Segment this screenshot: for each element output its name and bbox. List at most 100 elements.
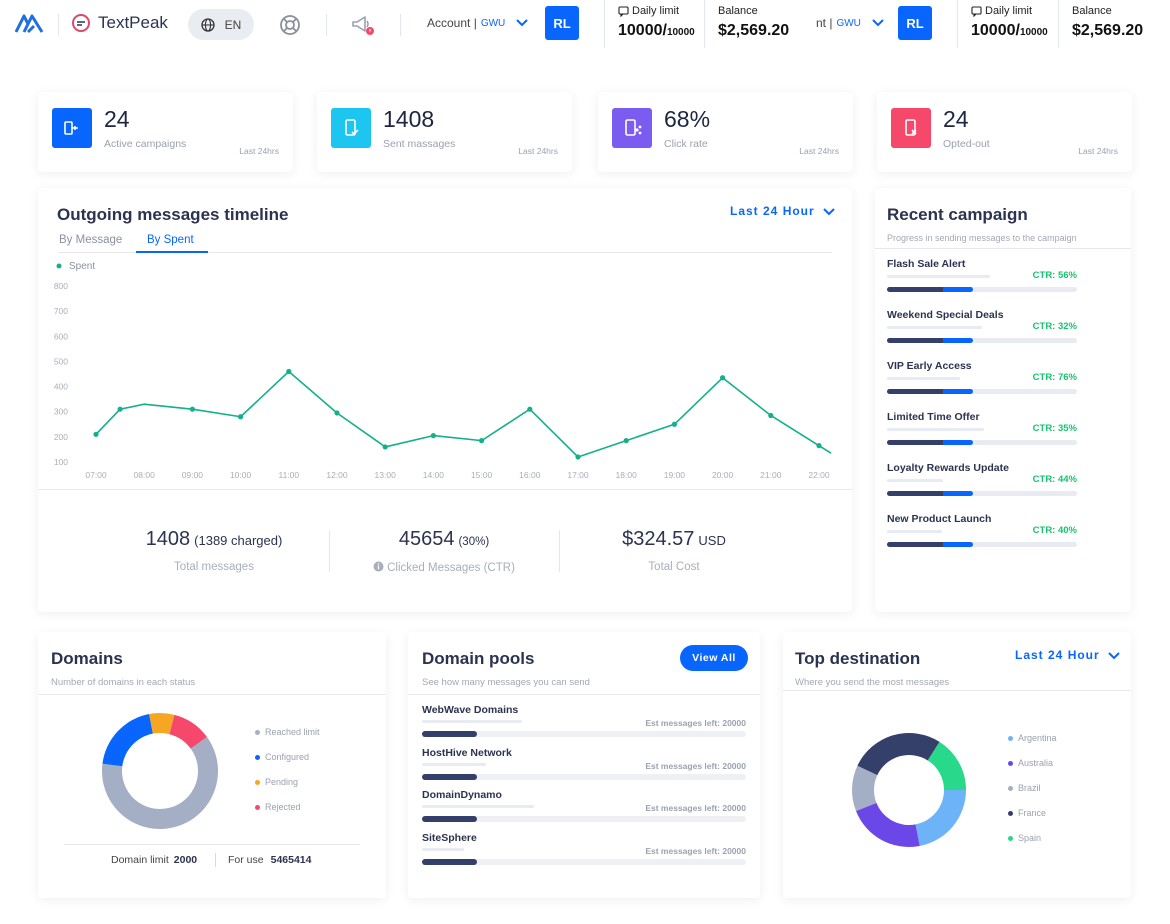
- tab-by-spent[interactable]: By Spent: [147, 234, 194, 246]
- data-point: [382, 444, 388, 450]
- domain-limit-value: 2000: [173, 854, 198, 866]
- campaign-row[interactable]: Flash Sale Alert CTR: 56%: [875, 258, 1131, 304]
- logo-icon[interactable]: [14, 12, 44, 34]
- legend-dot: [1008, 810, 1013, 816]
- stat-card[interactable]: 24 Opted-out Last 24hrs: [877, 92, 1132, 172]
- total-label: Total Cost: [564, 561, 784, 573]
- timeline-range-dropdown[interactable]: Last 24 Hour: [730, 204, 835, 218]
- total-value: $324.57 USD: [564, 528, 784, 551]
- domain-pools-card: Domain pools View All See how many messa…: [408, 632, 760, 898]
- data-point: [93, 431, 99, 437]
- recent-campaign-card: Recent campaign Progress in sending mess…: [875, 188, 1131, 612]
- pool-row[interactable]: DomainDynamo Est messages left: 20000: [408, 789, 760, 829]
- language-selector[interactable]: EN: [188, 9, 254, 40]
- stat-value: 24: [104, 106, 130, 132]
- account-label: Account |: [427, 16, 477, 30]
- legend-dot: [255, 729, 260, 735]
- daily-limit: Daily limit 10000/10000: [618, 5, 695, 40]
- balance-label: Balance: [718, 5, 758, 17]
- x-tick-label: 22:00: [808, 470, 830, 480]
- campaign-name: VIP Early Access: [887, 360, 972, 372]
- support-icon[interactable]: [279, 14, 301, 36]
- progress-delivered: [943, 542, 973, 547]
- pool-name: DomainDynamo: [422, 789, 502, 801]
- pool-estimate: Est messages left: 20000: [645, 760, 746, 771]
- donut-slice: [857, 733, 940, 776]
- pool-progress: [422, 731, 746, 737]
- stat-card[interactable]: 1408 Sent massages Last 24hrs: [317, 92, 572, 172]
- x-tick-label: 15:00: [471, 470, 493, 480]
- tab-by-message[interactable]: By Message: [59, 234, 123, 246]
- account-selector[interactable]: Account | GWU: [427, 16, 529, 30]
- pool-row[interactable]: HostHive Network Est messages left: 20000: [408, 747, 760, 787]
- account-selector-2[interactable]: nt | GWU: [816, 16, 885, 30]
- domains-title: Domains: [51, 649, 123, 668]
- total-value: 45654 (30%): [334, 528, 554, 551]
- total-divider: [559, 530, 560, 572]
- campaign-name: Weekend Special Deals: [887, 309, 1004, 321]
- brand[interactable]: TextPeak: [70, 13, 168, 33]
- donut-slice: [169, 714, 207, 749]
- campaign-progress: [887, 389, 1077, 394]
- y-tick-label: 300: [54, 407, 68, 417]
- campaign-row[interactable]: Limited Time Offer CTR: 35%: [875, 411, 1131, 457]
- total-label: Clicked Messages (CTR): [334, 561, 554, 574]
- recent-title: Recent campaign: [887, 205, 1028, 224]
- chevron-down-icon: [822, 207, 835, 215]
- message-icon: [618, 5, 629, 17]
- pool-name: HostHive Network: [422, 746, 512, 759]
- campaign-row[interactable]: VIP Early Access CTR: 76%: [875, 360, 1131, 406]
- legend-label: Argentina: [1018, 733, 1057, 743]
- domains-card: Domains Number of domains in each status…: [38, 632, 386, 898]
- x-tick-label: 13:00: [375, 470, 397, 480]
- total-label-text: Clicked Messages (CTR): [387, 562, 515, 574]
- stat-time: Last 24hrs: [239, 146, 279, 156]
- campaign-subline: [887, 275, 990, 278]
- user-avatar[interactable]: RL: [545, 6, 579, 40]
- user-avatar-2[interactable]: RL: [898, 6, 932, 40]
- y-tick-label: 700: [54, 306, 68, 316]
- for-use-label: For use: [228, 854, 264, 866]
- stat-card[interactable]: 68% Click rate Last 24hrs: [598, 92, 853, 172]
- pool-row[interactable]: SiteSphere Est messages left: 20000: [408, 832, 760, 872]
- textpeak-logo-icon: [72, 14, 90, 32]
- progress-delivered: [943, 491, 973, 496]
- legend-item: Pending: [255, 777, 298, 787]
- pools-subtitle: See how many messages you can send: [422, 677, 590, 688]
- campaign-ctr: CTR: 44%: [1032, 474, 1077, 485]
- account-value: GWU: [480, 17, 506, 29]
- data-point: [575, 454, 581, 460]
- x-tick-label: 17:00: [567, 470, 589, 480]
- domain-stats-divider: [215, 853, 216, 867]
- language-label: EN: [224, 17, 242, 32]
- total-value-extra: (30%): [458, 536, 490, 548]
- daily-limit-label: Daily limit: [985, 5, 1033, 17]
- progress-sent: [887, 491, 943, 496]
- daily-limit-total: 10000: [1019, 27, 1048, 38]
- progress-delivered: [943, 440, 973, 445]
- legend-item: Australia: [1008, 758, 1053, 768]
- campaign-subline: [887, 530, 942, 533]
- view-all-button[interactable]: View All: [680, 645, 748, 671]
- legend-item: Rejected: [255, 802, 301, 812]
- total-value-number: 1408: [145, 528, 191, 550]
- pool-row[interactable]: WebWave Domains Est messages left: 20000: [408, 704, 760, 744]
- donut-slice: [852, 765, 878, 811]
- campaign-row[interactable]: New Product Launch CTR: 40%: [875, 513, 1131, 559]
- campaign-row[interactable]: Weekend Special Deals CTR: 32%: [875, 309, 1131, 355]
- campaign-row[interactable]: Loyalty Rewards Update CTR: 44%: [875, 462, 1131, 508]
- stat-card[interactable]: 24 Active campaigns Last 24hrs: [38, 92, 293, 172]
- x-tick-label: 12:00: [326, 470, 348, 480]
- balance-label: Balance: [1072, 5, 1112, 17]
- pool-progress-fill: [422, 816, 477, 822]
- active-tab-underline: [136, 251, 208, 253]
- destination-range-dropdown[interactable]: Last 24 Hour: [1015, 648, 1120, 662]
- data-point: [720, 375, 726, 381]
- pool-subline: [422, 762, 486, 766]
- announcement-icon[interactable]: [350, 13, 376, 37]
- donut-slice: [856, 802, 920, 847]
- data-point: [479, 438, 485, 444]
- pool-progress: [422, 816, 746, 822]
- stat-time: Last 24hrs: [799, 146, 839, 156]
- campaign-ctr: CTR: 76%: [1032, 372, 1077, 383]
